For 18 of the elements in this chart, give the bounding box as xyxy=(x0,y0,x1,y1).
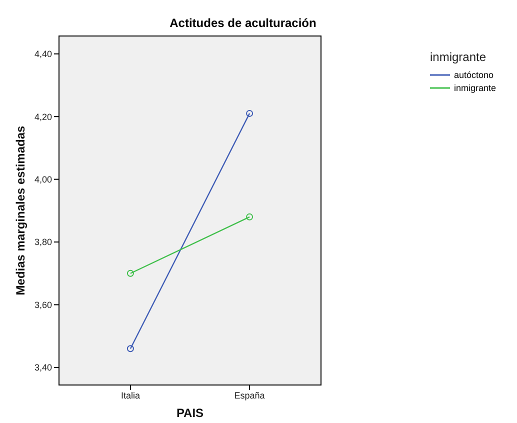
y-tick-label: 3,80 xyxy=(34,237,52,248)
y-tick-label: 4,20 xyxy=(34,112,52,122)
legend-label: inmigrante xyxy=(454,82,496,92)
x-tick-label: España xyxy=(234,390,265,400)
chart-title: Actitudes de aculturación xyxy=(170,16,316,30)
x-tick-label: Italia xyxy=(120,390,140,400)
y-axis-title: Medias marginales estimadas xyxy=(13,125,28,296)
y-tick-label: 4,40 xyxy=(34,49,52,60)
point xyxy=(246,213,254,220)
y-tick-label: 3,60 xyxy=(34,300,52,310)
legend-label: autóctono xyxy=(454,70,494,80)
point xyxy=(246,110,254,117)
y-tick-label: 4,00 xyxy=(34,174,52,184)
point xyxy=(126,270,134,277)
legend-title: inmigrante xyxy=(430,50,488,64)
x-axis-title: PAIS xyxy=(176,406,204,420)
point xyxy=(126,345,134,352)
y-tick-label: 3,40 xyxy=(34,362,52,373)
